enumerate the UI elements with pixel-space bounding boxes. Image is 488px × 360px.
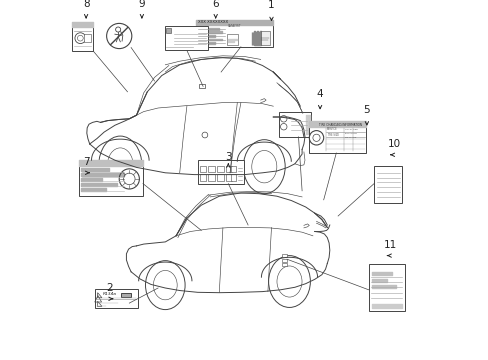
FancyBboxPatch shape	[165, 26, 208, 50]
FancyBboxPatch shape	[166, 28, 170, 33]
FancyBboxPatch shape	[230, 174, 236, 181]
FancyBboxPatch shape	[226, 34, 237, 45]
Text: 8: 8	[82, 0, 89, 9]
Text: 11: 11	[383, 240, 396, 250]
Text: 1: 1	[267, 0, 274, 10]
Text: 9: 9	[138, 0, 145, 9]
FancyBboxPatch shape	[196, 20, 273, 47]
FancyBboxPatch shape	[84, 34, 91, 42]
Text: 10: 10	[386, 139, 400, 149]
FancyBboxPatch shape	[225, 174, 232, 181]
Text: R134a: R134a	[103, 292, 117, 297]
FancyBboxPatch shape	[261, 31, 269, 45]
FancyBboxPatch shape	[282, 263, 286, 266]
FancyBboxPatch shape	[95, 289, 137, 308]
Text: 4: 4	[316, 89, 323, 99]
Text: 2: 2	[106, 283, 113, 293]
FancyBboxPatch shape	[230, 166, 236, 172]
FancyBboxPatch shape	[208, 166, 215, 172]
FancyBboxPatch shape	[225, 166, 232, 172]
Text: CATALYST: CATALYST	[227, 24, 241, 28]
FancyBboxPatch shape	[373, 166, 401, 203]
Text: 5: 5	[363, 105, 369, 115]
FancyBboxPatch shape	[72, 22, 93, 51]
FancyBboxPatch shape	[309, 121, 366, 153]
FancyBboxPatch shape	[199, 84, 205, 88]
FancyBboxPatch shape	[278, 112, 310, 137]
Text: 6: 6	[212, 0, 219, 9]
FancyBboxPatch shape	[217, 174, 223, 181]
Text: PRESSURE: PRESSURE	[344, 137, 356, 138]
Text: INFLATION: INFLATION	[344, 133, 357, 134]
FancyBboxPatch shape	[121, 293, 131, 297]
FancyBboxPatch shape	[282, 259, 286, 262]
FancyBboxPatch shape	[217, 166, 223, 172]
FancyBboxPatch shape	[200, 174, 206, 181]
Text: SERVICE: SERVICE	[326, 127, 337, 131]
Text: 3: 3	[224, 152, 231, 162]
Text: COLD TIRE: COLD TIRE	[344, 129, 357, 130]
FancyBboxPatch shape	[197, 160, 244, 184]
Text: TIRE CHANGING INFORMATION: TIRE CHANGING INFORMATION	[318, 122, 361, 127]
FancyBboxPatch shape	[79, 160, 142, 196]
FancyBboxPatch shape	[208, 174, 215, 181]
Text: XXX XXXXXXXX: XXX XXXXXXXX	[197, 20, 227, 24]
FancyBboxPatch shape	[200, 166, 206, 172]
FancyBboxPatch shape	[282, 254, 286, 257]
FancyBboxPatch shape	[368, 264, 404, 311]
Text: 7: 7	[82, 157, 89, 167]
Text: TIRE SIZE: TIRE SIZE	[326, 133, 339, 137]
